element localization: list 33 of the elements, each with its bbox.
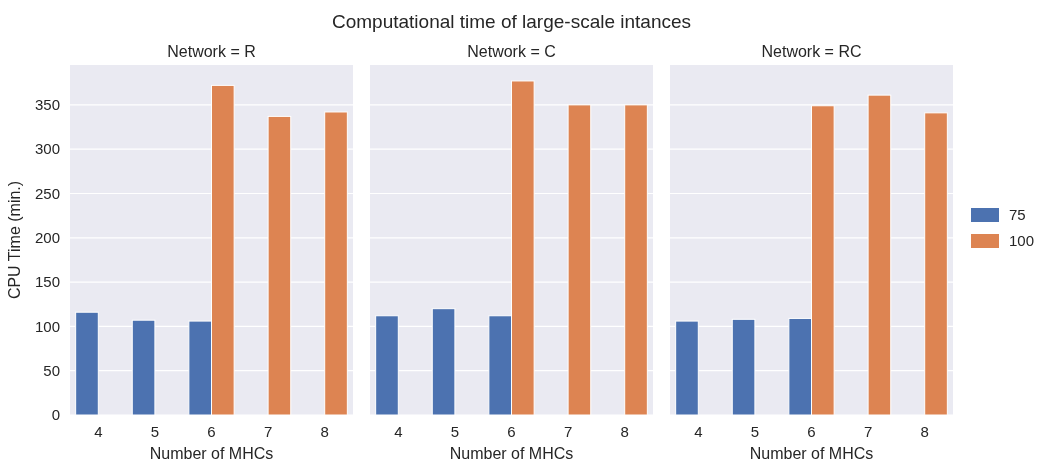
- x-axis-title: Number of MHCs: [749, 445, 874, 462]
- y-axis-title: CPU Time (min.): [6, 180, 23, 300]
- x-axis-title: Number of MHCs: [449, 445, 574, 462]
- y-tick-label: 50: [43, 361, 60, 379]
- x-tick-label: 5: [750, 423, 760, 440]
- x-tick-label: 8: [920, 423, 929, 440]
- legend-label: 75: [1009, 206, 1026, 224]
- x-tick-label: 4: [394, 423, 403, 440]
- x-tick-label: 7: [863, 423, 873, 440]
- y-tick-label: 250: [34, 184, 60, 202]
- x-tick-label: 6: [807, 423, 816, 440]
- x-tick-label: 5: [450, 423, 460, 440]
- x-tick-label: 8: [320, 423, 329, 440]
- x-axis-title: Number of MHCs: [149, 445, 274, 462]
- y-tick-label: 200: [34, 229, 60, 247]
- x-tick-label: 4: [94, 423, 103, 440]
- x-tick-label: 6: [207, 423, 216, 440]
- y-tick-label: 100: [34, 317, 60, 335]
- y-tick-label: 0: [51, 406, 60, 424]
- x-tick-label: 6: [507, 423, 516, 440]
- x-tick-label: 7: [563, 423, 573, 440]
- x-tick-label: 8: [620, 423, 629, 440]
- x-tick-label: 5: [150, 423, 160, 440]
- y-tick-label: 150: [34, 273, 60, 291]
- y-tick-label: 350: [34, 96, 60, 114]
- chart-title: Computational time of large-scale intances: [331, 11, 692, 32]
- x-tick-label: 4: [694, 423, 703, 440]
- chart-subtitle: Network = C: [467, 43, 556, 60]
- chart-subtitle: Network = R: [167, 43, 256, 60]
- y-tick-label: 300: [34, 140, 60, 158]
- x-tick-label: 7: [263, 423, 273, 440]
- chart-subtitle: Network = RC: [761, 43, 862, 60]
- legend-label: 100: [1009, 232, 1035, 250]
